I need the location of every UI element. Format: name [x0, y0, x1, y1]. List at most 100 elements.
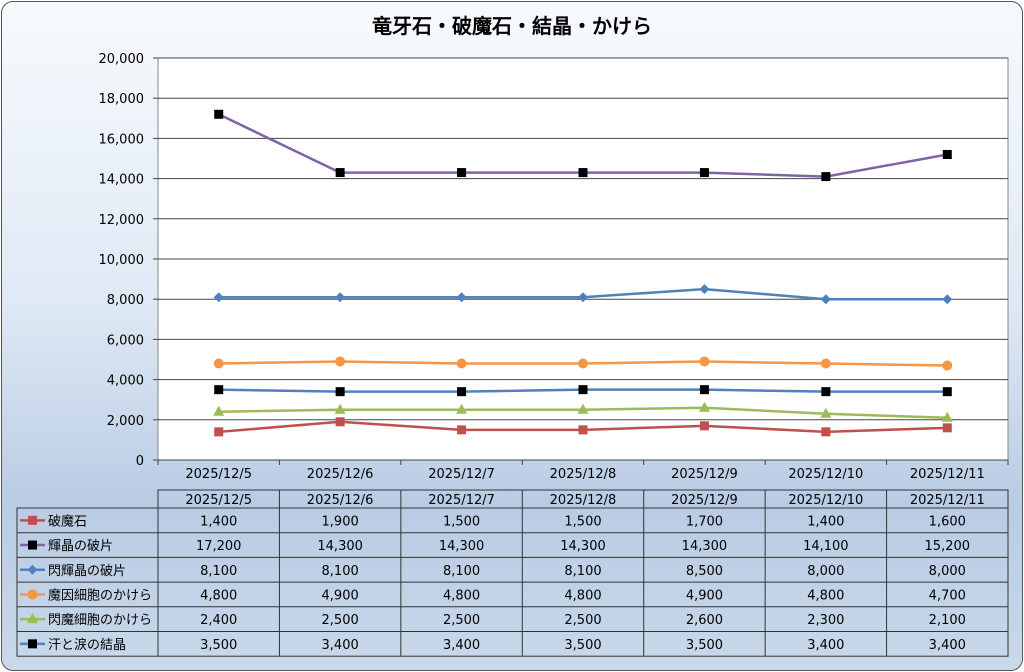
- table-header-cell: 2025/12/7: [428, 493, 495, 508]
- data-point: [335, 356, 346, 367]
- table-cell: 2,600: [686, 613, 723, 628]
- data-point: [213, 358, 224, 369]
- legend-key-marker: [28, 540, 37, 550]
- table-cell: 1,500: [564, 514, 601, 529]
- y-tick-label: 4,000: [107, 374, 144, 389]
- x-tick-label: 2025/12/5: [185, 467, 252, 482]
- table-cell: 4,900: [322, 588, 359, 603]
- data-point: [214, 385, 224, 395]
- table-cell: 2,500: [564, 613, 601, 628]
- table-cell: 3,500: [686, 638, 723, 653]
- table-cell: 4,800: [200, 588, 237, 603]
- legend-key-marker: [27, 589, 38, 600]
- table-cell: 14,300: [439, 539, 485, 554]
- table-cell: 1,600: [929, 514, 966, 529]
- x-tick-label: 2025/12/7: [428, 467, 495, 482]
- series-4: [213, 356, 953, 371]
- data-point: [457, 387, 467, 397]
- data-point: [457, 425, 467, 435]
- table-cell: 1,500: [443, 514, 480, 529]
- data-point: [456, 358, 467, 369]
- table-cell: 2,400: [200, 613, 237, 628]
- data-point: [335, 417, 345, 427]
- table-cell: 2,100: [929, 613, 966, 628]
- table-cell: 14,300: [560, 539, 606, 554]
- y-tick-label: 0: [136, 454, 144, 469]
- table-cell: 4,800: [443, 588, 480, 603]
- table-cell: 8,100: [322, 564, 359, 579]
- data-point: [457, 168, 467, 178]
- data-point: [335, 168, 345, 178]
- y-tick-label: 10,000: [99, 253, 145, 268]
- table-cell: 8,000: [807, 564, 844, 579]
- data-point: [941, 411, 953, 422]
- y-tick-label: 6,000: [107, 333, 144, 348]
- data-point: [335, 387, 345, 397]
- table-cell: 3,500: [564, 638, 601, 653]
- data-point: [334, 403, 346, 414]
- data-point: [699, 385, 709, 395]
- data-point: [578, 385, 588, 395]
- table-cell: 4,900: [686, 588, 723, 603]
- table-cell: 2,300: [807, 613, 844, 628]
- data-point: [214, 109, 224, 119]
- data-point: [578, 358, 588, 369]
- series-3: [213, 284, 953, 305]
- legend-key-marker: [27, 613, 38, 624]
- data-point: [820, 294, 831, 305]
- table-header-cell: 2025/12/6: [307, 493, 374, 508]
- data-point: [214, 427, 224, 437]
- data-point: [578, 425, 588, 435]
- table-cell: 8,100: [200, 564, 237, 579]
- table-cell: 3,500: [200, 638, 237, 653]
- y-tick-label: 18,000: [99, 92, 145, 107]
- data-point: [578, 168, 588, 178]
- legend-key-marker: [28, 639, 37, 649]
- table-header-cell: 2025/12/10: [788, 493, 863, 508]
- y-tick-label: 2,000: [107, 414, 144, 429]
- legend-series-name: 魔因細胞のかけら: [48, 588, 152, 603]
- data-point: [335, 292, 346, 303]
- table-cell: 8,100: [564, 564, 601, 579]
- data-point: [820, 358, 831, 369]
- data-point: [213, 405, 225, 416]
- legend-series-name: 汗と涙の結晶: [48, 637, 126, 653]
- table-cell: 8,100: [443, 564, 480, 579]
- series-6: [214, 385, 952, 397]
- data-point: [821, 387, 831, 397]
- data-point: [820, 407, 832, 418]
- series-1: [214, 417, 952, 437]
- y-tick-label: 14,000: [99, 173, 145, 188]
- data-point: [699, 168, 709, 178]
- x-tick-label: 2025/12/11: [910, 467, 985, 482]
- table-cell: 2,500: [443, 613, 480, 628]
- table-cell: 4,800: [807, 588, 844, 603]
- data-point: [578, 292, 588, 303]
- data-point: [213, 292, 224, 303]
- x-tick-label: 2025/12/6: [307, 467, 374, 482]
- y-tick-label: 20,000: [99, 52, 145, 67]
- data-point: [942, 423, 952, 433]
- table-cell: 4,700: [929, 588, 966, 603]
- table-header-cell: 2025/12/11: [910, 493, 985, 508]
- data-point: [456, 403, 468, 414]
- table-cell: 2,500: [322, 613, 359, 628]
- data-point: [821, 172, 831, 182]
- data-point: [456, 292, 467, 303]
- data-point: [942, 387, 952, 397]
- table-cell: 15,200: [925, 539, 971, 554]
- x-tick-label: 2025/12/9: [671, 467, 738, 482]
- data-point: [699, 356, 710, 367]
- data-point: [821, 427, 831, 437]
- y-tick-label: 8,000: [107, 293, 144, 308]
- legend-series-name: 破魔石: [48, 514, 87, 529]
- table-cell: 3,400: [807, 638, 844, 653]
- data-point: [942, 294, 953, 305]
- table-cell: 8,000: [929, 564, 966, 579]
- data-point: [699, 421, 709, 431]
- table-cell: 17,200: [196, 539, 242, 554]
- table-cell: 1,700: [686, 514, 723, 529]
- table-header-cell: 2025/12/9: [671, 493, 738, 508]
- series-2: [214, 109, 952, 182]
